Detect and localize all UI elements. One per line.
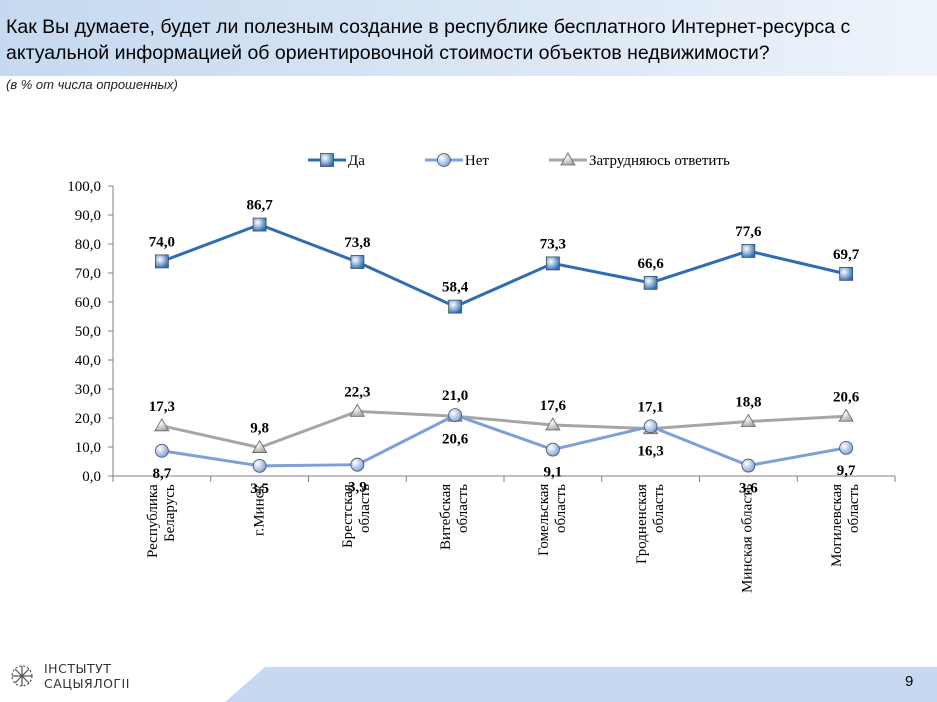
y-tick-label: 80,0 xyxy=(75,237,101,253)
marker xyxy=(545,417,561,431)
marker xyxy=(350,457,365,472)
marker xyxy=(349,403,366,417)
value-label: 86,7 xyxy=(247,198,274,214)
marker xyxy=(251,439,268,453)
y-tick-label: 70,0 xyxy=(75,266,101,282)
marker xyxy=(448,408,463,423)
value-label: 73,8 xyxy=(344,235,370,251)
marker xyxy=(350,255,365,269)
y-tick-label: 30,0 xyxy=(75,382,101,398)
marker xyxy=(741,458,756,473)
x-tick-label: Республика Беларусь xyxy=(144,484,178,558)
logo-line: ІНСТЫТУТ xyxy=(44,661,112,676)
marker xyxy=(839,440,854,455)
value-label: 20,6 xyxy=(833,389,860,405)
value-label: 3,5 xyxy=(250,481,269,497)
value-label: 73,3 xyxy=(540,236,566,252)
marker xyxy=(740,413,757,427)
x-tick-label: Брестская область xyxy=(340,484,374,548)
footer-band xyxy=(225,667,937,702)
x-tick-label: Гродненская область xyxy=(633,484,667,564)
marker xyxy=(252,458,267,473)
marker xyxy=(643,419,658,434)
y-tick-label: 100,0 xyxy=(67,179,101,195)
y-tick-label: 90,0 xyxy=(75,208,101,224)
legend-item: Затрудняюсь ответить xyxy=(548,152,730,169)
y-tick-label: 20,0 xyxy=(75,411,101,427)
value-label: 20,6 xyxy=(442,431,469,447)
value-label: 9,8 xyxy=(250,421,269,437)
value-label: 3,9 xyxy=(348,480,367,496)
legend-label: Да xyxy=(348,153,365,169)
legend-label: Нет xyxy=(465,153,489,169)
marker xyxy=(448,299,463,314)
x-tick-label: Витебская область xyxy=(438,484,472,551)
value-label: 74,0 xyxy=(149,234,175,250)
marker xyxy=(545,256,560,271)
value-label: 17,3 xyxy=(149,399,175,415)
value-label: 8,7 xyxy=(153,466,172,482)
slide-subtitle: (в % от числа опрошенных) xyxy=(6,77,178,92)
marker xyxy=(643,275,658,290)
y-tick-label: 0,0 xyxy=(82,469,101,485)
value-label: 58,4 xyxy=(442,280,469,296)
value-label: 9,7 xyxy=(837,463,856,479)
logo: ІНСТЫТУТ САЦЫЯЛОГІІ xyxy=(44,661,130,691)
value-label: 16,3 xyxy=(638,444,664,460)
value-label: 17,1 xyxy=(638,399,664,415)
value-label: 22,3 xyxy=(344,384,370,400)
marker xyxy=(839,266,854,281)
value-label: 17,6 xyxy=(540,398,567,414)
series-line xyxy=(161,222,847,309)
x-tick-label: Гомельская область xyxy=(535,484,569,557)
value-label: 66,6 xyxy=(638,256,665,272)
value-label: 9,1 xyxy=(544,465,563,481)
value-label: 69,7 xyxy=(833,247,860,263)
value-label: 77,6 xyxy=(735,224,762,240)
chart: 0,0 10,0 20,0 30,0 40,0 50,0 60,0 70,0 80,0 90,0 1… xyxy=(67,152,896,497)
x-tick-label: Минская область xyxy=(739,484,756,594)
slide-title: Как Вы думаете, будет ли полезным создан… xyxy=(6,16,851,64)
legend-item: Да xyxy=(308,153,365,169)
marker xyxy=(560,152,576,166)
marker xyxy=(741,244,756,258)
marker xyxy=(154,443,169,458)
x-tick-label: Могилевская область xyxy=(829,484,863,568)
logo-icon xyxy=(11,665,33,687)
page-number: 9 xyxy=(905,673,914,690)
marker xyxy=(545,442,560,457)
y-tick-label: 10,0 xyxy=(75,440,101,456)
y-tick-label: 50,0 xyxy=(75,324,101,340)
marker xyxy=(154,418,170,432)
marker xyxy=(838,408,854,422)
y-tick-label: 60,0 xyxy=(75,295,101,311)
logo-line: САЦЫЯЛОГІІ xyxy=(44,676,130,691)
legend-label: Затрудняюсь ответить xyxy=(589,153,730,169)
marker xyxy=(436,153,451,167)
value-label: 18,8 xyxy=(735,394,761,410)
y-tick-label: 40,0 xyxy=(75,353,101,369)
marker xyxy=(154,254,169,269)
x-tick-label: г.Минск xyxy=(251,484,268,536)
series-line xyxy=(161,409,847,450)
value-label: 21,0 xyxy=(442,388,468,404)
series-line xyxy=(161,413,847,468)
marker xyxy=(320,153,334,167)
marker xyxy=(252,217,267,232)
legend-item: Нет xyxy=(424,153,489,169)
value-label: 3,6 xyxy=(739,481,758,497)
header-band xyxy=(0,0,937,76)
